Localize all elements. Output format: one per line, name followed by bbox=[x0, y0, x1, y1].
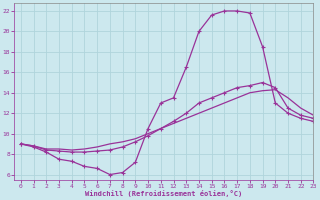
X-axis label: Windchill (Refroidissement éolien,°C): Windchill (Refroidissement éolien,°C) bbox=[85, 190, 243, 197]
